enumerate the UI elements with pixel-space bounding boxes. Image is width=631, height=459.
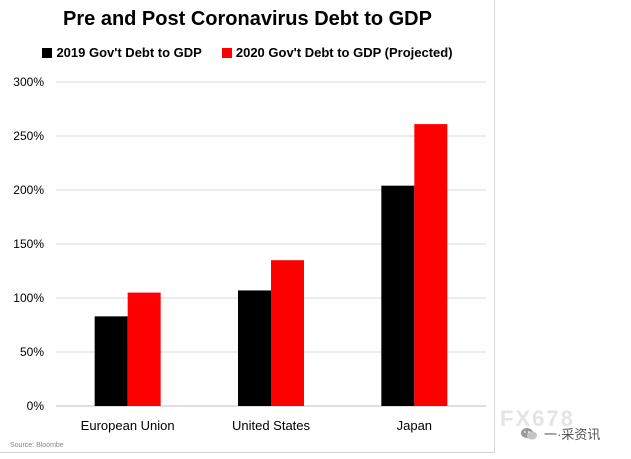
x-tick-label-united-states: United States: [232, 418, 311, 433]
legend-swatch-2020: [221, 47, 232, 58]
y-tick-label-100: 100%: [13, 291, 44, 305]
y-tick-label-50: 50%: [20, 345, 44, 359]
bar-2019-european-union: [94, 316, 128, 406]
chart-title: Pre and Post Coronavirus Debt to GDP: [63, 8, 432, 30]
wechat-label: 一·采资讯: [544, 427, 601, 442]
y-tick-label-150: 150%: [13, 237, 44, 251]
wechat-icon: [521, 427, 537, 439]
bar-2020-japan: [414, 124, 448, 407]
legend: 2019 Gov't Debt to GDP 2020 Gov't Debt t…: [0, 45, 495, 60]
x-tick-label-japan: Japan: [397, 418, 432, 433]
watermark-logo: FX678: [500, 406, 575, 431]
bar-2019-japan: [381, 185, 415, 406]
wechat-badge: 一·采资讯: [520, 424, 600, 443]
source-note: Source: Bloombe: [10, 442, 64, 449]
bar-2020-european-union: [127, 292, 161, 406]
legend-swatch-2019: [42, 47, 53, 58]
y-tick-label-0: 0%: [27, 399, 45, 413]
y-tick-label-200: 200%: [13, 183, 44, 197]
legend-item-2019: 2019 Gov't Debt to GDP: [42, 45, 202, 60]
legend-item-2020: 2020 Gov't Debt to GDP (Projected): [221, 45, 453, 60]
y-tick-label-300: 300%: [13, 75, 44, 89]
legend-label-2020: 2020 Gov't Debt to GDP (Projected): [235, 45, 453, 60]
legend-label-2019: 2019 Gov't Debt to GDP: [56, 45, 202, 60]
plot-area: 0% 50% 100% 150% 200% 250% 300% European Union U…: [13, 75, 486, 433]
y-tick-label-250: 250%: [13, 129, 44, 143]
bar-2020-united-states: [271, 260, 304, 406]
x-tick-label-european-union: European Union: [81, 418, 175, 433]
bar-2019-united-states: [238, 290, 271, 406]
chart-frame: Pre and Post Coronavirus Debt to GDP 201…: [0, 0, 495, 453]
